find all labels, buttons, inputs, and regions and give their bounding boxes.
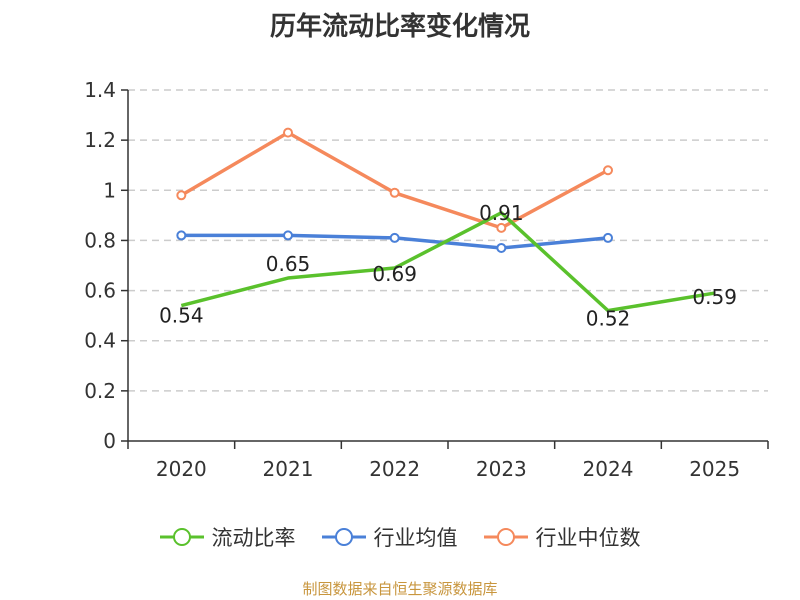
legend-label-industry-mean: 行业均值	[373, 526, 458, 550]
series	[176, 127, 715, 313]
series-point-2	[603, 165, 613, 176]
series-point-1	[603, 232, 613, 243]
x-tick-label: 2024	[583, 457, 634, 481]
series-point-2	[389, 187, 400, 198]
x-tick-label: 2025	[689, 457, 740, 481]
data-label: 0.65	[266, 252, 311, 276]
series-line-2	[180, 130, 609, 230]
x-tick-label: 2020	[156, 457, 207, 481]
chart-title: 历年流动比率变化情况	[269, 12, 530, 42]
series-point-1	[283, 230, 293, 241]
y-tick-label: 1.2	[84, 128, 116, 152]
legend-swatch-current-ratio-icon	[159, 528, 204, 546]
y-tick-label: 0.2	[84, 379, 116, 403]
y-tick-label: 1	[103, 178, 116, 202]
y-tick-label: 1.4	[84, 78, 116, 102]
series-point-1	[176, 230, 187, 241]
x-tick-label: 2022	[369, 457, 420, 481]
legend-item-industry-median[interactable]: 行业中位数	[483, 522, 641, 552]
legend-item-industry-mean[interactable]: 行业均值	[321, 522, 458, 552]
legend-swatch-industry-mean-icon	[321, 528, 366, 546]
data-labels: 0.54 0.65 0.69 0.91 0.52 0.59	[159, 201, 737, 331]
series-point-2	[496, 222, 507, 233]
series-line-0	[180, 211, 715, 313]
data-label: 0.91	[479, 201, 524, 225]
legend-item-current-ratio[interactable]: 流动比率	[159, 522, 296, 552]
series-point-2	[283, 127, 293, 138]
data-label: 0.59	[692, 285, 737, 309]
y-tick-label: 0.8	[84, 228, 116, 252]
x-tick-label: 2023	[476, 457, 527, 481]
series-point-1	[496, 242, 507, 253]
legend: 流动比率 行业均值 行业中位数	[0, 522, 800, 552]
data-label: 0.69	[372, 262, 417, 286]
data-label: 0.54	[159, 304, 204, 328]
x-tick-label: 2021	[263, 457, 314, 481]
y-tick-label: 0.4	[84, 329, 116, 353]
series-point-2	[176, 190, 187, 201]
axes: 0 0.2 0.4 0.6 0.8 1 1.2 1.4 2020 2021 2022 2023 2024…	[84, 78, 769, 481]
grid-lines	[128, 89, 768, 392]
source-note: 制图数据来自恒生聚源数据库	[302, 580, 498, 598]
data-label: 0.52	[586, 307, 631, 331]
legend-label-industry-median: 行业中位数	[535, 526, 641, 550]
legend-label-current-ratio: 流动比率	[211, 526, 296, 550]
series-point-1	[389, 232, 400, 243]
y-tick-label: 0	[103, 429, 116, 453]
legend-swatch-industry-median-icon	[483, 528, 528, 546]
y-tick-label: 0.6	[84, 279, 116, 303]
